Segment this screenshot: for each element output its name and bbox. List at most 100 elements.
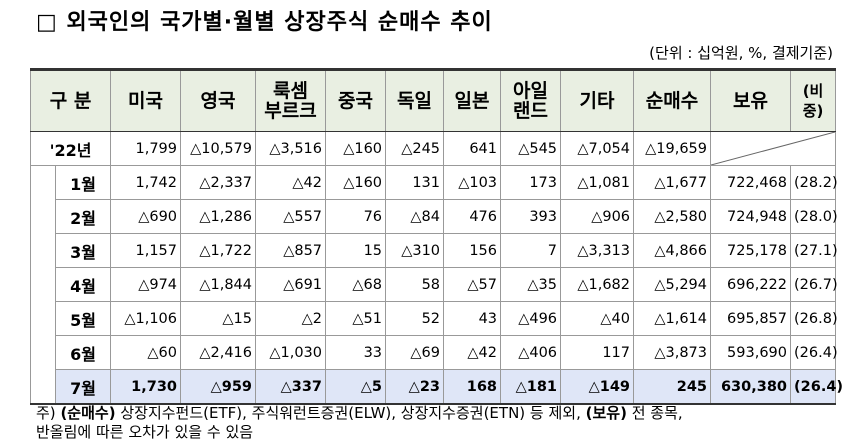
cell: △337 bbox=[255, 369, 327, 405]
cell: △1,722 bbox=[180, 233, 257, 268]
cell: △3,873 bbox=[633, 335, 712, 370]
cell: △1,030 bbox=[255, 335, 327, 370]
cell: △2,337 bbox=[180, 165, 257, 200]
cell: △103 bbox=[443, 165, 502, 200]
header-cell: 룩셈 부르크 bbox=[255, 69, 327, 132]
cell: △42 bbox=[255, 165, 327, 200]
cell: △496 bbox=[500, 301, 562, 336]
cell: △2 bbox=[255, 301, 327, 336]
cell: △690 bbox=[110, 199, 182, 234]
cell: △4,866 bbox=[633, 233, 712, 268]
cell: △1,614 bbox=[633, 301, 712, 336]
cell: 117 bbox=[560, 335, 635, 370]
cell: △1,081 bbox=[560, 165, 635, 200]
row-label: 1월 bbox=[54, 165, 112, 200]
header-cell: 순매수 bbox=[633, 69, 712, 132]
cell: △7,054 bbox=[560, 131, 635, 166]
footnote: 주) (순매수) 상장지수펀드(ETF), 주식워런트증권(ELW), 상장지수… bbox=[36, 404, 683, 442]
month-row: 1월 1,742 △2,337 △42 △160 131 △103 173 △1,081 △1,6… bbox=[30, 165, 838, 405]
cell: (26.4) bbox=[790, 335, 838, 370]
cell: △181 bbox=[500, 369, 562, 405]
cell: △691 bbox=[255, 267, 327, 302]
cell: △857 bbox=[255, 233, 327, 268]
cell: △23 bbox=[385, 369, 445, 405]
cell: (28.2) bbox=[790, 165, 838, 200]
cell: 43 bbox=[443, 301, 502, 336]
month-row: 3월 1,157 △1,722 △857 15 △310 156 7 △3,313 △4,866 7… bbox=[31, 233, 838, 268]
cell: △60 bbox=[110, 335, 182, 370]
cell: △1,677 bbox=[633, 165, 712, 200]
footnote-term: (순매수) bbox=[60, 404, 116, 422]
cell: 476 bbox=[443, 199, 502, 234]
header-cell: 독일 bbox=[385, 69, 445, 132]
month-row: 5월 △1,106 △15 △2 △51 52 43 △496 △40 △1,614 695,857… bbox=[31, 301, 838, 336]
header-cell: 보유 bbox=[710, 69, 792, 132]
cell: △2,580 bbox=[633, 199, 712, 234]
footnote-label: 주) bbox=[36, 404, 56, 422]
cell: (26.4) bbox=[790, 369, 843, 405]
month-row: 4월 △974 △1,844 △691 △68 58 △57 △35 △1,682 △5,294 6… bbox=[31, 267, 838, 302]
cell: (27.1) bbox=[790, 233, 838, 268]
footnote-text: 반올림에 따른 오차가 있을 수 있음 bbox=[36, 423, 254, 441]
cell: △42 bbox=[443, 335, 502, 370]
cell: 1,799 bbox=[110, 131, 182, 166]
cell: △1,844 bbox=[180, 267, 257, 302]
cell: △68 bbox=[325, 267, 387, 302]
header-cell: 중국 bbox=[325, 69, 387, 132]
cell: 1,730 bbox=[110, 369, 182, 405]
cell: 393 bbox=[500, 199, 562, 234]
cell: △51 bbox=[325, 301, 387, 336]
row-label: 6월 bbox=[54, 335, 112, 370]
cell: △3,516 bbox=[255, 131, 327, 166]
footnote-term: (보유) bbox=[585, 404, 627, 422]
cell: △149 bbox=[560, 369, 635, 405]
title: □ 외국인의 국가별·월별 상장주식 순매수 추이 bbox=[36, 10, 493, 35]
cell: 696,222 bbox=[710, 267, 792, 302]
cell: △10,579 bbox=[180, 131, 257, 166]
cell: △160 bbox=[325, 131, 387, 166]
header-cell: 영국 bbox=[180, 69, 257, 132]
cell: △1,682 bbox=[560, 267, 635, 302]
cell: △545 bbox=[500, 131, 562, 166]
cell: △19,659 bbox=[633, 131, 712, 166]
header-cell: 기타 bbox=[560, 69, 635, 132]
unit: (단위 : 십억원, %, 결제기준) bbox=[649, 44, 833, 62]
cell: △557 bbox=[255, 199, 327, 234]
cell: △69 bbox=[385, 335, 445, 370]
cell: 131 bbox=[385, 165, 445, 200]
cell: 58 bbox=[385, 267, 445, 302]
header-cell: 일본 bbox=[443, 69, 502, 132]
cell: 641 bbox=[443, 131, 502, 166]
cell: 1,742 bbox=[110, 165, 182, 200]
cell: △245 bbox=[385, 131, 445, 166]
cell: 7 bbox=[500, 233, 562, 268]
cell: △40 bbox=[560, 301, 635, 336]
row-label: 5월 bbox=[54, 301, 112, 336]
month-row: 6월 △60 △2,416 △1,030 33 △69 △42 △406 117 △3,873 59… bbox=[31, 335, 838, 370]
header-cell: 미국 bbox=[110, 69, 182, 132]
cell: 15 bbox=[325, 233, 387, 268]
header-cell: 구 분 bbox=[29, 69, 112, 132]
cell: 725,178 bbox=[710, 233, 792, 268]
cell: 156 bbox=[443, 233, 502, 268]
month-row: 2월 △690 △1,286 △557 76 △84 476 393 △906 △2,580 724… bbox=[31, 199, 838, 234]
row-label: '22년 bbox=[29, 131, 112, 166]
cell: 593,690 bbox=[710, 335, 792, 370]
row-label: 7월 bbox=[54, 369, 112, 405]
footnote-text: 전 종목, bbox=[631, 404, 683, 422]
cell: △5,294 bbox=[633, 267, 712, 302]
cell: △310 bbox=[385, 233, 445, 268]
cell: 76 bbox=[325, 199, 387, 234]
header-cell: (비중) bbox=[790, 69, 837, 132]
cell: △3,313 bbox=[560, 233, 635, 268]
cell: 1,157 bbox=[110, 233, 182, 268]
cell: △406 bbox=[500, 335, 562, 370]
row-label: 3월 bbox=[54, 233, 112, 268]
diagonal bbox=[711, 132, 835, 165]
cell: 33 bbox=[325, 335, 387, 370]
row-label: 2월 bbox=[54, 199, 112, 234]
cell: 173 bbox=[500, 165, 562, 200]
cell: 52 bbox=[385, 301, 445, 336]
cell: △1,286 bbox=[180, 199, 257, 234]
